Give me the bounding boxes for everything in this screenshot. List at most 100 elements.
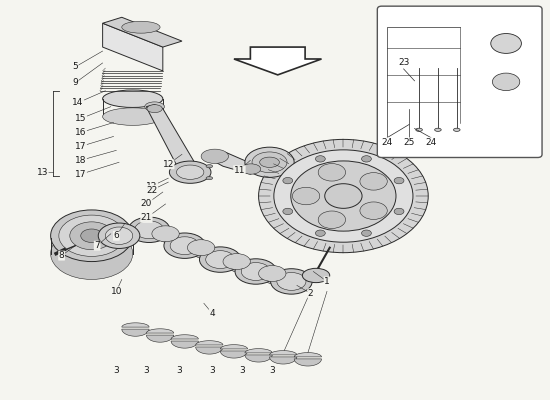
Ellipse shape <box>223 254 250 270</box>
Polygon shape <box>212 152 258 174</box>
Ellipse shape <box>283 178 293 184</box>
Text: 24: 24 <box>425 138 437 147</box>
Polygon shape <box>146 105 199 176</box>
Ellipse shape <box>258 266 286 282</box>
Text: 13: 13 <box>37 168 48 177</box>
Text: 3: 3 <box>209 366 215 375</box>
Text: 25: 25 <box>403 138 415 147</box>
Polygon shape <box>253 268 283 286</box>
Ellipse shape <box>258 139 428 253</box>
Ellipse shape <box>147 105 162 113</box>
Ellipse shape <box>206 251 235 268</box>
Polygon shape <box>218 256 248 274</box>
Ellipse shape <box>277 272 306 290</box>
Polygon shape <box>234 47 322 75</box>
Ellipse shape <box>316 156 325 162</box>
Ellipse shape <box>491 34 521 53</box>
Ellipse shape <box>169 161 211 183</box>
Ellipse shape <box>360 202 387 220</box>
Text: 3: 3 <box>144 366 149 375</box>
Text: 14: 14 <box>72 98 84 107</box>
Ellipse shape <box>206 176 213 180</box>
Text: 20: 20 <box>141 200 152 208</box>
Ellipse shape <box>70 222 113 250</box>
Ellipse shape <box>128 217 170 242</box>
Text: 12: 12 <box>163 160 174 169</box>
Text: 4: 4 <box>209 309 215 318</box>
Ellipse shape <box>135 221 164 239</box>
Ellipse shape <box>122 21 160 33</box>
Ellipse shape <box>394 178 404 184</box>
Polygon shape <box>146 335 174 342</box>
Text: 11: 11 <box>234 166 245 175</box>
Text: 16: 16 <box>75 128 86 137</box>
Polygon shape <box>245 355 272 362</box>
Ellipse shape <box>434 128 441 131</box>
Ellipse shape <box>271 269 312 294</box>
Text: 17: 17 <box>75 170 86 179</box>
Ellipse shape <box>318 211 345 228</box>
Text: 3: 3 <box>239 366 245 375</box>
Polygon shape <box>103 17 182 47</box>
Polygon shape <box>221 351 248 358</box>
Text: 10: 10 <box>111 287 122 296</box>
Ellipse shape <box>177 165 204 179</box>
Ellipse shape <box>283 208 293 214</box>
Ellipse shape <box>291 161 396 231</box>
Ellipse shape <box>360 173 387 190</box>
Ellipse shape <box>318 164 345 181</box>
Polygon shape <box>221 345 248 349</box>
Text: 22: 22 <box>146 186 157 194</box>
Ellipse shape <box>59 215 124 256</box>
Text: 2: 2 <box>308 289 314 298</box>
Ellipse shape <box>170 237 199 254</box>
Ellipse shape <box>103 108 163 125</box>
Ellipse shape <box>81 229 103 242</box>
Text: 5: 5 <box>73 62 78 72</box>
Ellipse shape <box>324 184 362 208</box>
Text: 3: 3 <box>177 366 182 375</box>
Ellipse shape <box>241 164 261 174</box>
Text: 24: 24 <box>382 138 393 147</box>
Ellipse shape <box>361 156 371 162</box>
Polygon shape <box>171 335 199 339</box>
Ellipse shape <box>260 157 279 168</box>
Polygon shape <box>182 242 212 260</box>
Text: 23: 23 <box>398 58 409 68</box>
Ellipse shape <box>152 226 179 242</box>
Ellipse shape <box>145 102 164 112</box>
Ellipse shape <box>416 128 422 131</box>
Polygon shape <box>146 226 177 244</box>
Ellipse shape <box>235 259 277 284</box>
Ellipse shape <box>201 149 228 164</box>
Ellipse shape <box>293 187 320 205</box>
Ellipse shape <box>98 223 140 248</box>
Polygon shape <box>146 329 174 333</box>
Text: 8: 8 <box>59 251 64 260</box>
Text: 9: 9 <box>73 78 78 87</box>
Ellipse shape <box>106 227 133 244</box>
Ellipse shape <box>454 128 460 131</box>
Polygon shape <box>270 351 297 355</box>
Polygon shape <box>294 359 322 366</box>
FancyBboxPatch shape <box>377 6 542 158</box>
Ellipse shape <box>302 268 329 283</box>
Text: 1: 1 <box>324 277 330 286</box>
Text: 7: 7 <box>94 241 100 250</box>
Polygon shape <box>196 347 223 354</box>
Polygon shape <box>103 23 163 71</box>
Text: 3: 3 <box>113 366 119 375</box>
Ellipse shape <box>245 147 294 177</box>
Polygon shape <box>122 329 149 336</box>
Polygon shape <box>196 341 223 345</box>
Ellipse shape <box>200 247 241 272</box>
Ellipse shape <box>241 263 271 280</box>
Polygon shape <box>122 323 149 327</box>
Ellipse shape <box>164 233 206 258</box>
Polygon shape <box>270 357 297 364</box>
Ellipse shape <box>103 90 163 108</box>
Ellipse shape <box>361 230 371 236</box>
Text: 6: 6 <box>113 231 119 240</box>
Ellipse shape <box>316 230 325 236</box>
Polygon shape <box>171 341 199 348</box>
